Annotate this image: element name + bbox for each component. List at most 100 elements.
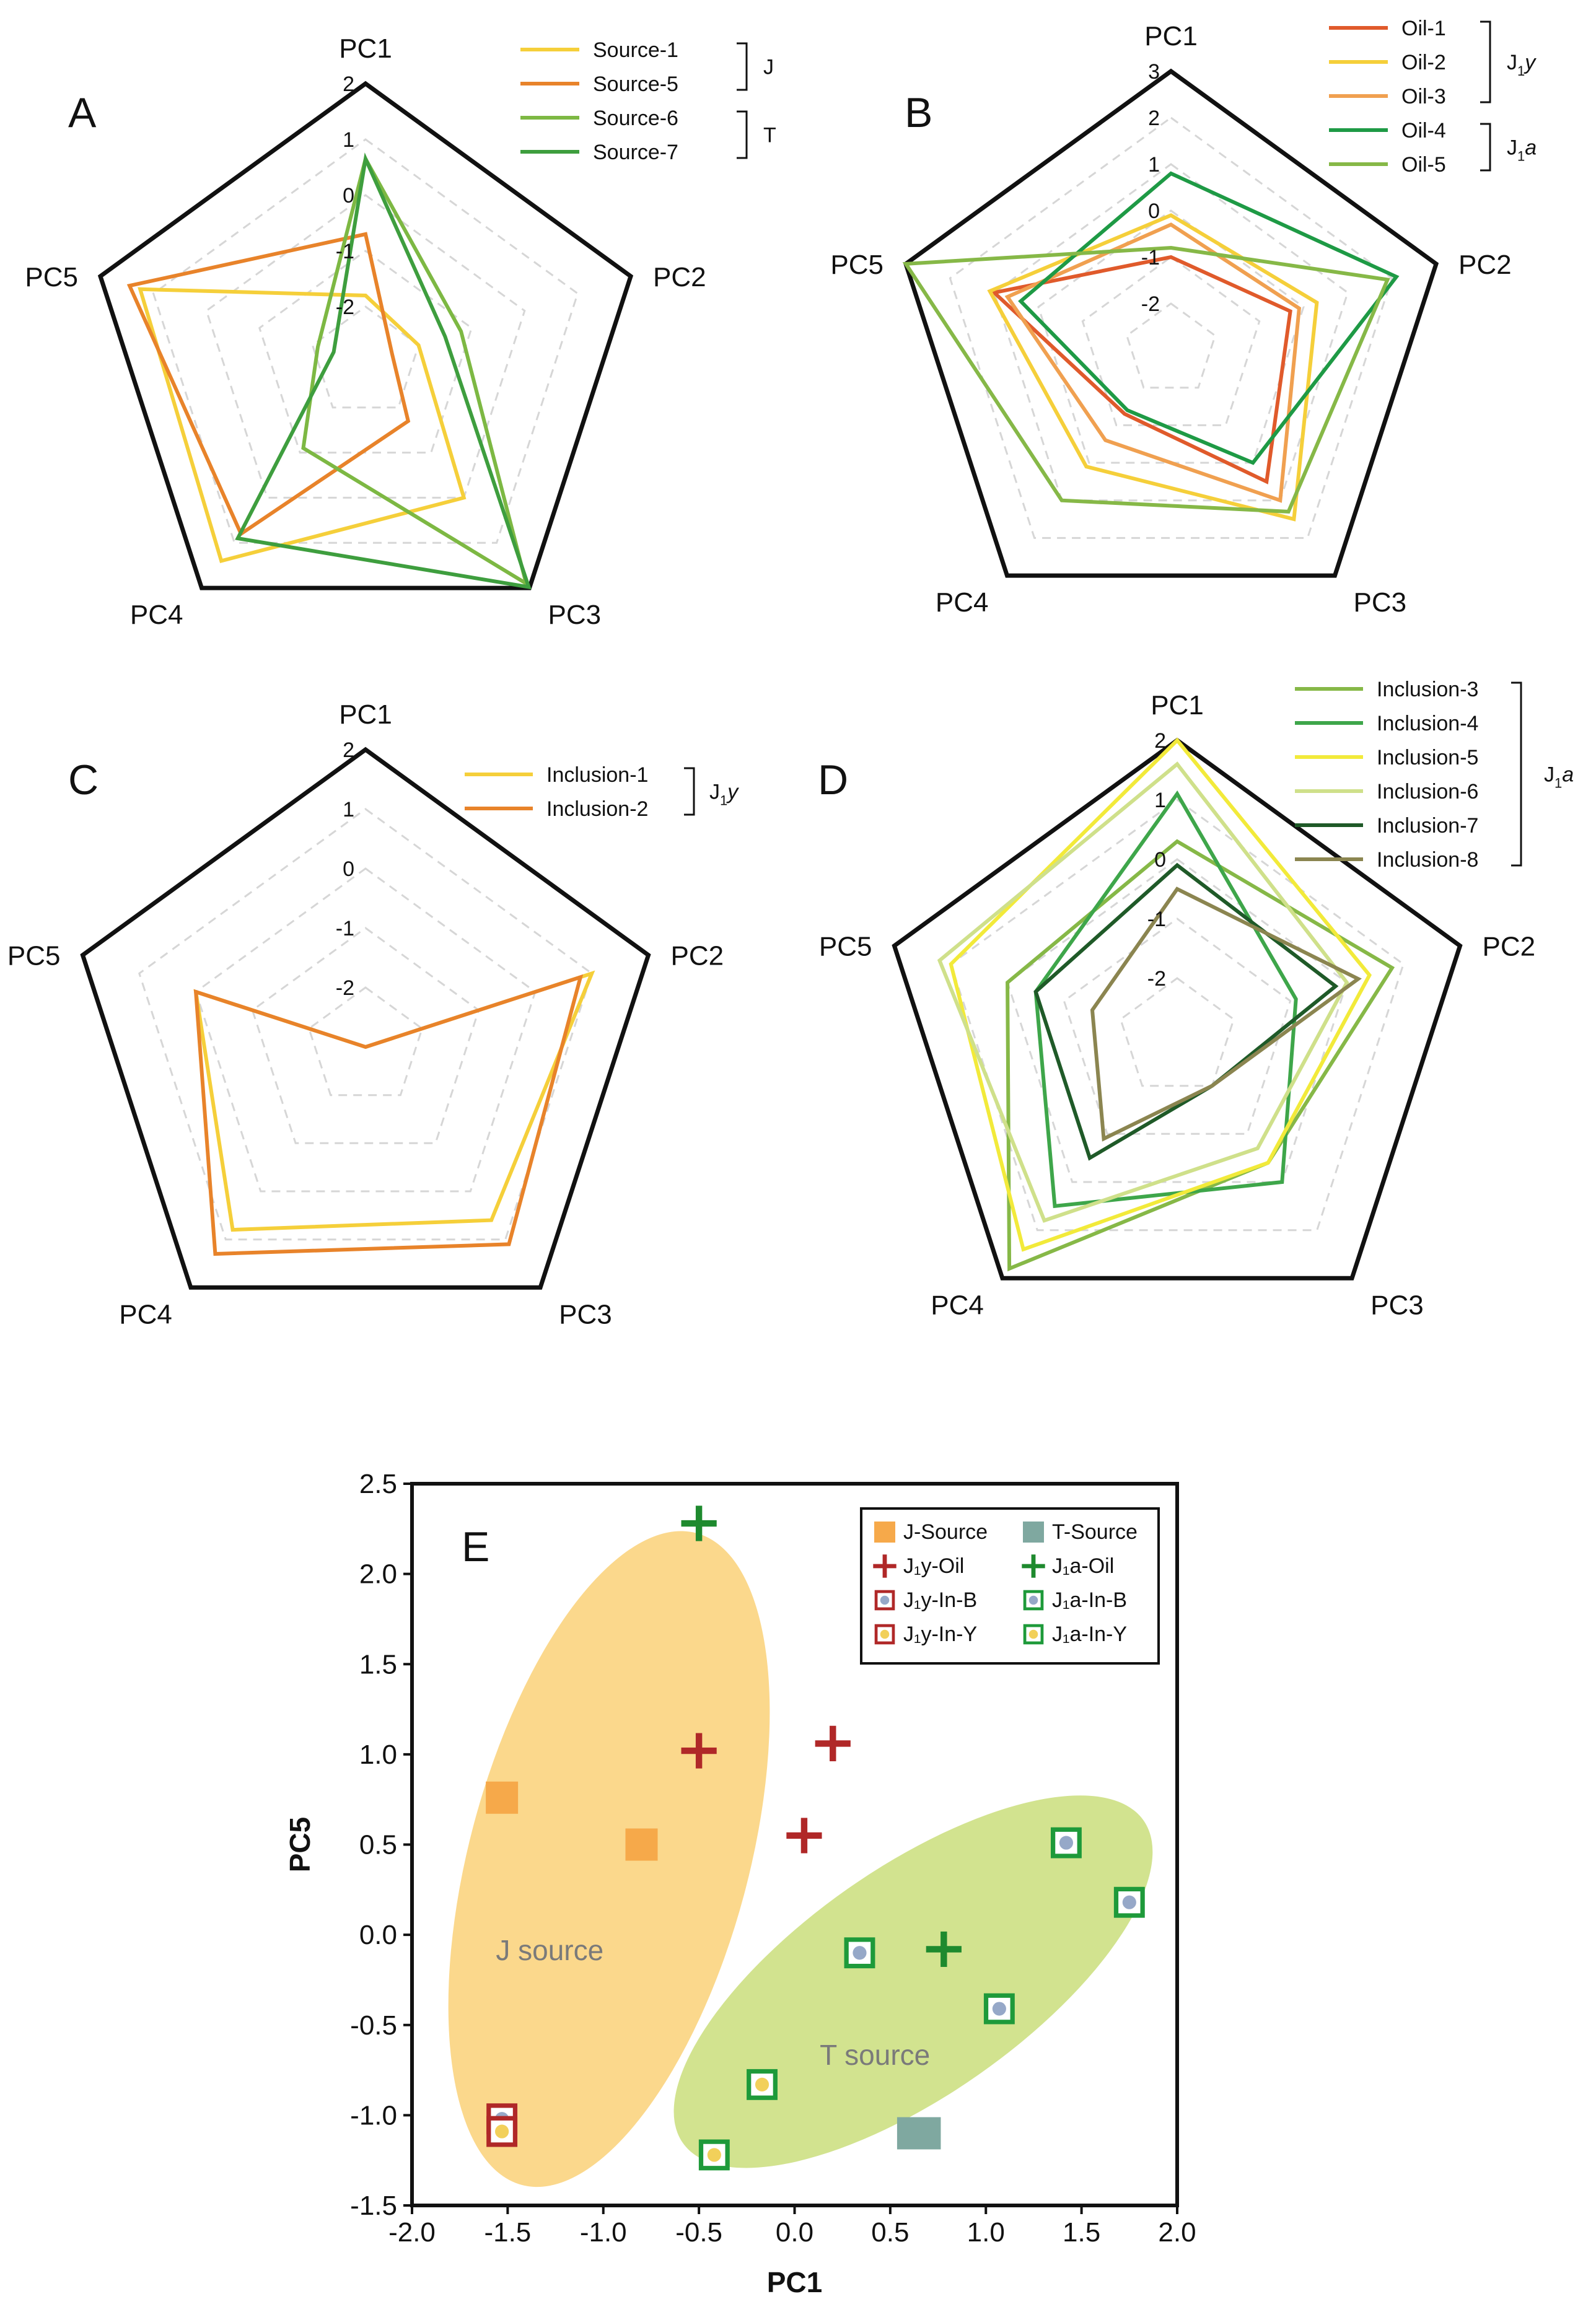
data-point-t-source bbox=[908, 2117, 941, 2150]
axis-label-pc5: PC5 bbox=[25, 262, 78, 292]
group-label-j1a: J1a bbox=[1544, 763, 1574, 791]
series-line-oil-3 bbox=[1004, 222, 1302, 503]
x-tick-label-1-0: -1.0 bbox=[580, 2217, 627, 2248]
y-tick-label-1-0: -1.0 bbox=[350, 2100, 397, 2130]
region-t-source bbox=[673, 1795, 1153, 2168]
axis-label-pc4: PC4 bbox=[130, 600, 183, 630]
legend-label-source-6: Source-6 bbox=[593, 107, 678, 130]
x-axis-label: PC1 bbox=[767, 2266, 822, 2298]
region-label-t-source: T source bbox=[820, 2039, 930, 2071]
series-line-inclusion-8 bbox=[1090, 887, 1362, 1142]
axis-label-pc2: PC2 bbox=[653, 262, 706, 292]
tick-label-1: -1 bbox=[336, 917, 354, 940]
grid-ring-2 bbox=[949, 116, 1393, 539]
axis-label-pc4: PC4 bbox=[931, 1290, 984, 1320]
group-bracket bbox=[737, 42, 748, 91]
group-label-j1a: J1a bbox=[1507, 136, 1537, 164]
grid-ring-1 bbox=[138, 808, 593, 1241]
legend-label-oil-4: Oil-4 bbox=[1401, 119, 1446, 142]
data-point-j-a-in-b-dot bbox=[992, 2002, 1006, 2016]
legend-label-t-source: T-Source bbox=[1052, 1520, 1138, 1544]
series-line-oil-2 bbox=[987, 213, 1319, 522]
series-line-source-6 bbox=[301, 154, 529, 588]
tick-label-1: -1 bbox=[1141, 246, 1160, 269]
tick-label-0: 0 bbox=[1154, 848, 1166, 872]
panel-letter-d: D bbox=[818, 756, 848, 804]
y-tick-label-0-0: 0.0 bbox=[359, 1920, 397, 1950]
data-point-j-source bbox=[486, 1781, 519, 1814]
y-tick-label-2-0: 2.0 bbox=[359, 1559, 397, 1590]
x-tick-label-1-5: -1.5 bbox=[484, 2217, 531, 2248]
tick-label-1: -1 bbox=[1147, 908, 1166, 931]
legend-marker-j-y-in-b-dot bbox=[880, 1595, 890, 1605]
axis-label-pc5: PC5 bbox=[7, 941, 61, 971]
x-tick-label-2-0: -2.0 bbox=[388, 2217, 436, 2248]
axis-label-pc3: PC3 bbox=[548, 600, 602, 630]
tick-label-2: 2 bbox=[1148, 107, 1160, 130]
data-point-j-a-in-b bbox=[1113, 1886, 1145, 1918]
series-line-inclusion-7 bbox=[1033, 862, 1339, 1161]
data-point-j-a-oil bbox=[926, 1931, 962, 1968]
axis-label-pc3: PC3 bbox=[1370, 1290, 1424, 1320]
legend-label-oil-1: Oil-1 bbox=[1401, 17, 1446, 40]
radar-frame bbox=[80, 747, 651, 1290]
tick-label-1: -1 bbox=[336, 240, 354, 263]
x-tick-label-2-0: 2.0 bbox=[1158, 2217, 1196, 2248]
group-bracket bbox=[737, 110, 748, 159]
legend-label-inclusion-6: Inclusion-6 bbox=[1377, 780, 1478, 804]
region-label-j-source: J source bbox=[496, 1934, 603, 1966]
series-line-inclusion-5 bbox=[949, 737, 1372, 1252]
radar-frame bbox=[97, 81, 634, 590]
data-point-j-y-in-y-dot bbox=[495, 2124, 509, 2139]
legend-marker-j-y-in-y-dot bbox=[880, 1629, 890, 1639]
tick-label-1: 1 bbox=[1154, 789, 1166, 812]
series-line-inclusion-3 bbox=[1006, 839, 1395, 1272]
y-tick-label-0-5: 0.5 bbox=[359, 1830, 397, 1860]
radar-frame bbox=[892, 737, 1463, 1281]
region-j-source bbox=[448, 1531, 770, 2187]
series-line-inclusion-2 bbox=[193, 974, 584, 1256]
tick-label-1: 1 bbox=[343, 798, 354, 821]
group-label-j1y: J1y bbox=[1507, 51, 1537, 79]
panel-letter-b: B bbox=[905, 89, 932, 136]
x-tick-label-0-5: -0.5 bbox=[675, 2217, 722, 2248]
legend-box bbox=[860, 1507, 1160, 1665]
data-point-j-a-in-y-dot bbox=[707, 2148, 721, 2162]
axis-label-pc1: PC1 bbox=[1151, 690, 1204, 720]
data-point-j-y-oil bbox=[681, 1733, 717, 1769]
x-tick-label-0-0: 0.0 bbox=[776, 2217, 813, 2248]
tick-label-2: -2 bbox=[336, 296, 354, 319]
legend-label-oil-3: Oil-3 bbox=[1401, 85, 1446, 108]
group-bracket bbox=[1480, 20, 1491, 103]
tick-label-0: 0 bbox=[343, 857, 354, 881]
grid-ring-1 bbox=[1063, 917, 1292, 1135]
grid-ring-1 bbox=[152, 138, 579, 544]
data-point-j-y-oil bbox=[815, 1725, 851, 1761]
series-line-inclusion-6 bbox=[937, 761, 1349, 1223]
group-label-j: J bbox=[763, 56, 774, 79]
tick-label-0: 0 bbox=[1148, 199, 1160, 223]
y-tick-label-1-5: 1.5 bbox=[359, 1649, 397, 1679]
panel-letter-a: A bbox=[68, 89, 97, 136]
tick-label-2: -2 bbox=[1141, 292, 1160, 316]
y-tick-label-1-5: -1.5 bbox=[350, 2191, 397, 2221]
group-label-j1y: J1y bbox=[709, 781, 739, 808]
grid-ring-0 bbox=[1006, 858, 1348, 1183]
legend-label-inclusion-4: Inclusion-4 bbox=[1377, 712, 1478, 735]
legend-label-inclusion-8: Inclusion-8 bbox=[1377, 848, 1478, 872]
axis-label-pc4: PC4 bbox=[936, 587, 989, 618]
group-bracket bbox=[1480, 123, 1491, 172]
x-tick-label-1-5: 1.5 bbox=[1063, 2217, 1100, 2248]
data-point-j-a-in-y-dot bbox=[755, 2077, 770, 2091]
grid-ring-1 bbox=[251, 927, 480, 1144]
series-line-oil-1 bbox=[990, 255, 1292, 484]
legend-label-inclusion-1: Inclusion-1 bbox=[546, 763, 648, 787]
tick-label-2: 2 bbox=[343, 72, 354, 96]
grid-ring-2 bbox=[1125, 302, 1217, 389]
tick-label-1: 1 bbox=[343, 128, 354, 152]
legend-label-inclusion-2: Inclusion-2 bbox=[546, 797, 648, 821]
legend-marker-j-y-in-b bbox=[874, 1590, 895, 1611]
legend-marker-j-a-oil bbox=[1022, 1554, 1045, 1578]
legend-label-inclusion-7: Inclusion-7 bbox=[1377, 814, 1478, 838]
y-tick-label-2-5: 2.5 bbox=[359, 1469, 397, 1499]
